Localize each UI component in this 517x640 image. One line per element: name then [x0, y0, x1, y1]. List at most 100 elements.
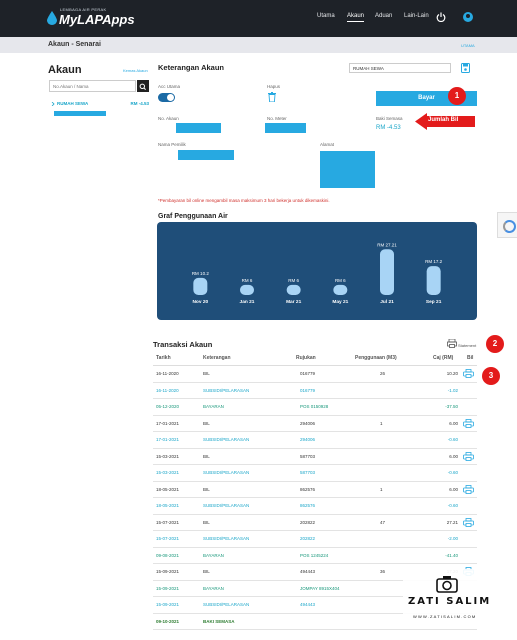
page-title: Akaun - Senarai — [48, 41, 101, 48]
cell-charge: 6.00 — [449, 486, 458, 492]
annotation-badge-3: 3 — [482, 367, 500, 385]
recaptcha-badge[interactable] — [497, 212, 517, 238]
cell-reference: POS 1245224 — [300, 552, 329, 558]
print-bill-icon[interactable] — [463, 451, 474, 461]
redacted-account-no — [176, 123, 221, 133]
cell-date: 15-07-2021 — [156, 519, 180, 525]
callout-text: Jumlah Bil — [428, 117, 459, 123]
chart-tick-label: Jul 21 — [380, 299, 394, 305]
cell-date: 16-11-2020 — [156, 387, 179, 393]
annotation-badge-2: 2 — [486, 335, 504, 353]
cell-charge: 6.00 — [449, 420, 458, 426]
cell-charge: -37.50 — [445, 404, 458, 409]
table-row: 15-09-2021 BAYARAN JOMPAY 8915X404 — [153, 581, 477, 597]
chart-data-label: RM 10.2 — [192, 271, 210, 276]
meter-no-label: No. Meter — [267, 116, 287, 121]
watermark: ZATI SALIM WWW.ZATISALIM.COM — [403, 569, 513, 627]
cell-date: 09-08-2021 — [156, 552, 180, 558]
usage-chart: RM 10.2 Nov 20 RM 6 Jan 21 RM 6 Mar 21 RM 6 May… — [157, 222, 477, 320]
table-row: 18-05-2021 BIL 862576 1 6.00 — [153, 482, 477, 498]
main-account-toggle[interactable] — [158, 93, 175, 102]
cell-description: SUBSIDI/PELARASAN — [203, 536, 250, 541]
camera-icon — [436, 576, 458, 593]
chevron-right-icon — [51, 102, 55, 106]
cell-description: BAKI SEMASA — [203, 618, 235, 624]
cell-date: 15-09-2021 — [156, 585, 180, 591]
nav-akaun[interactable]: Akaun — [347, 13, 365, 22]
account-search-input[interactable] — [49, 80, 136, 92]
cell-usage: 1 — [380, 420, 383, 426]
cell-charge: -2.00 — [447, 536, 458, 541]
print-bill-icon[interactable] — [463, 517, 474, 527]
nav-lain-lain[interactable]: Lain-Lain — [404, 13, 429, 19]
chart-data-label: RM 27.21 — [377, 242, 397, 247]
chart-data-label: RM 17.2 — [425, 259, 443, 264]
cell-reference: 862576 — [300, 486, 316, 492]
cell-charge: -0.60 — [447, 437, 458, 442]
search-button[interactable] — [137, 80, 149, 92]
breadcrumb-home-link[interactable]: UTAMA — [461, 43, 475, 48]
power-icon[interactable] — [436, 12, 446, 22]
account-name: RUMAH SEWA — [57, 101, 89, 106]
address-label: Alamat — [320, 142, 335, 147]
col-header-usage: Penggunaan (M3) — [355, 355, 397, 361]
nav-aduan[interactable]: Aduan — [375, 13, 393, 19]
trash-icon[interactable] — [268, 92, 276, 102]
cell-description: BIL — [203, 420, 210, 426]
cell-date: 15-03-2021 — [156, 470, 180, 475]
usage-chart-svg: RM 10.2 Nov 20 RM 6 Jan 21 RM 6 Mar 21 RM 6 May… — [192, 242, 443, 305]
annotation-badge-1: 1 — [448, 87, 466, 105]
refresh-accounts-link[interactable]: Kemas Akaun — [123, 68, 148, 73]
cell-charge: 27.21 — [446, 519, 458, 525]
owner-label: Nama Pemilik — [158, 142, 186, 147]
cell-usage: 47 — [380, 519, 386, 525]
jumlah-bil-callout: Jumlah Bil — [415, 113, 475, 130]
statement-link[interactable]: Statement — [458, 343, 477, 348]
cell-charge: 6.00 — [449, 453, 458, 459]
chart-data-label: RM 6 — [335, 278, 346, 283]
printer-icon[interactable] — [447, 339, 457, 348]
chart-tick-label: Nov 20 — [192, 299, 208, 305]
details-title: Keterangan Akaun — [158, 63, 224, 72]
water-drop-icon — [47, 11, 57, 25]
cell-reference: 294006 — [300, 420, 316, 426]
cell-description: BAYARAN — [203, 552, 224, 558]
cell-description: BIL — [203, 519, 210, 525]
chart-title: Graf Penggunaan Air — [158, 213, 228, 220]
chart-bar — [193, 277, 208, 295]
balance-value: RM -4.53 — [376, 125, 401, 131]
transactions-title: Transaksi Akaun — [153, 340, 213, 349]
cell-description: BIL — [203, 569, 210, 574]
table-row: 09-08-2021 BAYARAN POS 1245224 -41.40 — [153, 548, 477, 564]
cell-reference: 202822 — [300, 536, 316, 541]
table-row: 15-03-2021 SUBSIDI/PELARASAN 587703 -0.60 — [153, 465, 477, 482]
account-list-item[interactable]: RUMAH SEWA RM -4.53 — [49, 99, 150, 109]
save-icon[interactable] — [461, 63, 470, 73]
cell-usage: 26 — [380, 371, 386, 376]
table-row: 15-07-2021 SUBSIDI/PELARASAN 202822 -2.00 — [153, 531, 477, 548]
cell-date: 15-09-2021 — [156, 569, 180, 574]
chart-bar — [380, 249, 394, 295]
redacted-owner-name — [178, 150, 234, 160]
table-row: 15-07-2021 BIL 202822 47 27.21 — [153, 515, 477, 531]
print-bill-icon[interactable] — [463, 369, 474, 378]
print-bill-icon[interactable] — [463, 484, 474, 494]
cell-charge: -1.02 — [447, 387, 458, 393]
print-bill-icon[interactable] — [463, 418, 474, 428]
top-navbar: LEMBAGA AIR PERAK MyLAPApps Utama Akaun … — [0, 0, 517, 37]
chart-tick-label: Mar 21 — [286, 299, 302, 305]
cell-description: SUBSIDI/PELARASAN — [203, 437, 250, 442]
cell-reference: 862576 — [300, 503, 316, 508]
nav-utama[interactable]: Utama — [317, 13, 335, 19]
cell-charge: -0.60 — [447, 503, 458, 508]
cell-reference: JOMPAY 8915X404 — [300, 585, 340, 591]
cell-description: BAYARAN — [203, 404, 224, 409]
user-icon[interactable] — [463, 12, 473, 22]
account-select[interactable]: RUMAH SEWA — [349, 63, 451, 73]
cell-charge: -0.60 — [447, 470, 458, 475]
chart-bar — [240, 284, 254, 295]
cell-description: SUBSIDI/PELARASAN — [203, 470, 250, 475]
col-header-date: Tarikh — [156, 355, 171, 361]
cell-date: 15-03-2021 — [156, 453, 180, 459]
cell-date: 05-12-2020 — [156, 404, 180, 409]
